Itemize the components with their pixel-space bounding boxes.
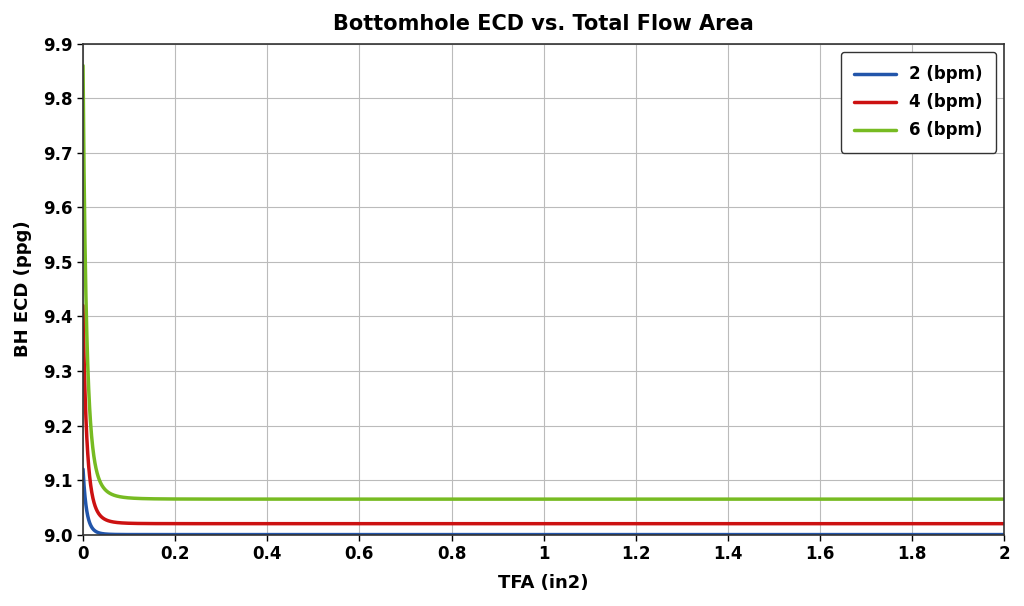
2 (bpm) [938,531,950,538]
4 (bpm) [714,520,726,527]
Line: 6 (bpm): 6 (bpm) [83,65,1005,499]
2 (bpm) [996,531,1009,538]
6 (bpm) [907,496,920,503]
2 (bpm) [77,465,89,473]
6 (bpm) [522,496,535,503]
Y-axis label: BH ECD (ppg): BH ECD (ppg) [14,221,32,358]
2 (bpm) [257,531,269,538]
2 (bpm) [998,531,1011,538]
Title: Bottomhole ECD vs. Total Flow Area: Bottomhole ECD vs. Total Flow Area [333,14,754,34]
4 (bpm) [998,520,1011,527]
4 (bpm) [938,520,950,527]
6 (bpm) [938,496,950,503]
6 (bpm) [998,496,1011,503]
2 (bpm) [907,531,920,538]
4 (bpm) [257,520,269,527]
2 (bpm) [932,531,944,538]
Line: 2 (bpm): 2 (bpm) [83,469,1005,534]
2 (bpm) [714,531,726,538]
4 (bpm) [907,520,920,527]
6 (bpm) [77,62,89,69]
Line: 4 (bpm): 4 (bpm) [83,305,1005,524]
4 (bpm) [77,302,89,309]
Legend: 2 (bpm), 4 (bpm), 6 (bpm): 2 (bpm), 4 (bpm), 6 (bpm) [841,52,996,153]
4 (bpm) [932,520,944,527]
2 (bpm) [522,531,535,538]
6 (bpm) [257,496,269,503]
4 (bpm) [522,520,535,527]
6 (bpm) [714,496,726,503]
6 (bpm) [932,496,944,503]
X-axis label: TFA (in2): TFA (in2) [499,574,589,592]
